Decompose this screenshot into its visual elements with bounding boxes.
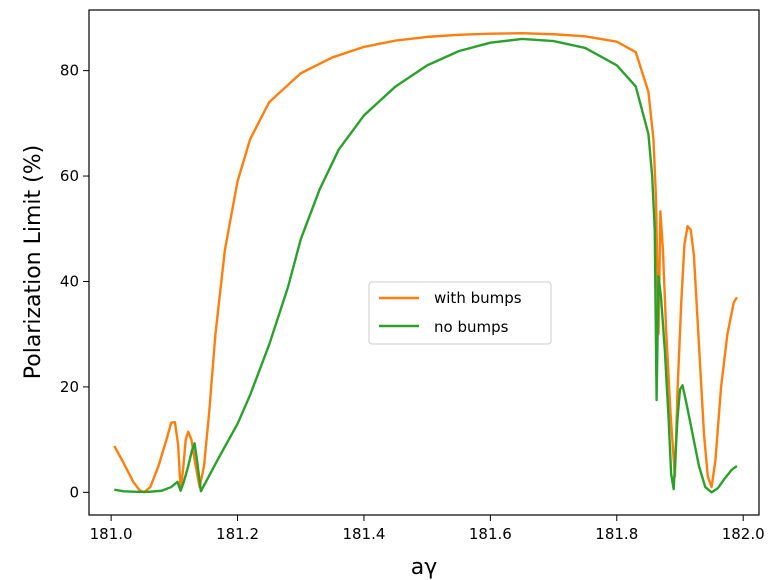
x-tick-label: 181.4 [342,525,385,543]
series-layer [113,31,738,494]
y-tick-label: 40 [60,272,79,290]
x-tick-label: 181.2 [216,525,259,543]
series-line-with-bumps [113,31,738,494]
series-line-no-bumps [114,37,738,494]
y-tick-label: 20 [60,378,79,396]
plot-frame [88,9,760,516]
x-axis-label: aγ [411,555,438,580]
legend: with bumps no bumps [368,281,552,345]
y-tick-label: 0 [69,483,79,501]
y-tick-label: 80 [60,62,79,80]
y-axis: 0 20 40 60 80 [60,62,89,501]
x-tick-label: 181.0 [90,525,133,543]
x-tick-label: 181.8 [595,525,638,543]
x-tick-label: 182.0 [722,525,765,543]
y-tick-label: 60 [60,167,79,185]
legend-label-no-bumps: no bumps [434,318,509,336]
x-tick-label: 181.6 [469,525,512,543]
legend-label-with-bumps: with bumps [434,289,522,307]
x-axis: 181.0 181.2 181.4 181.6 181.8 182.0 [90,515,765,543]
y-axis-label: Polarization Limit (%) [21,145,46,379]
